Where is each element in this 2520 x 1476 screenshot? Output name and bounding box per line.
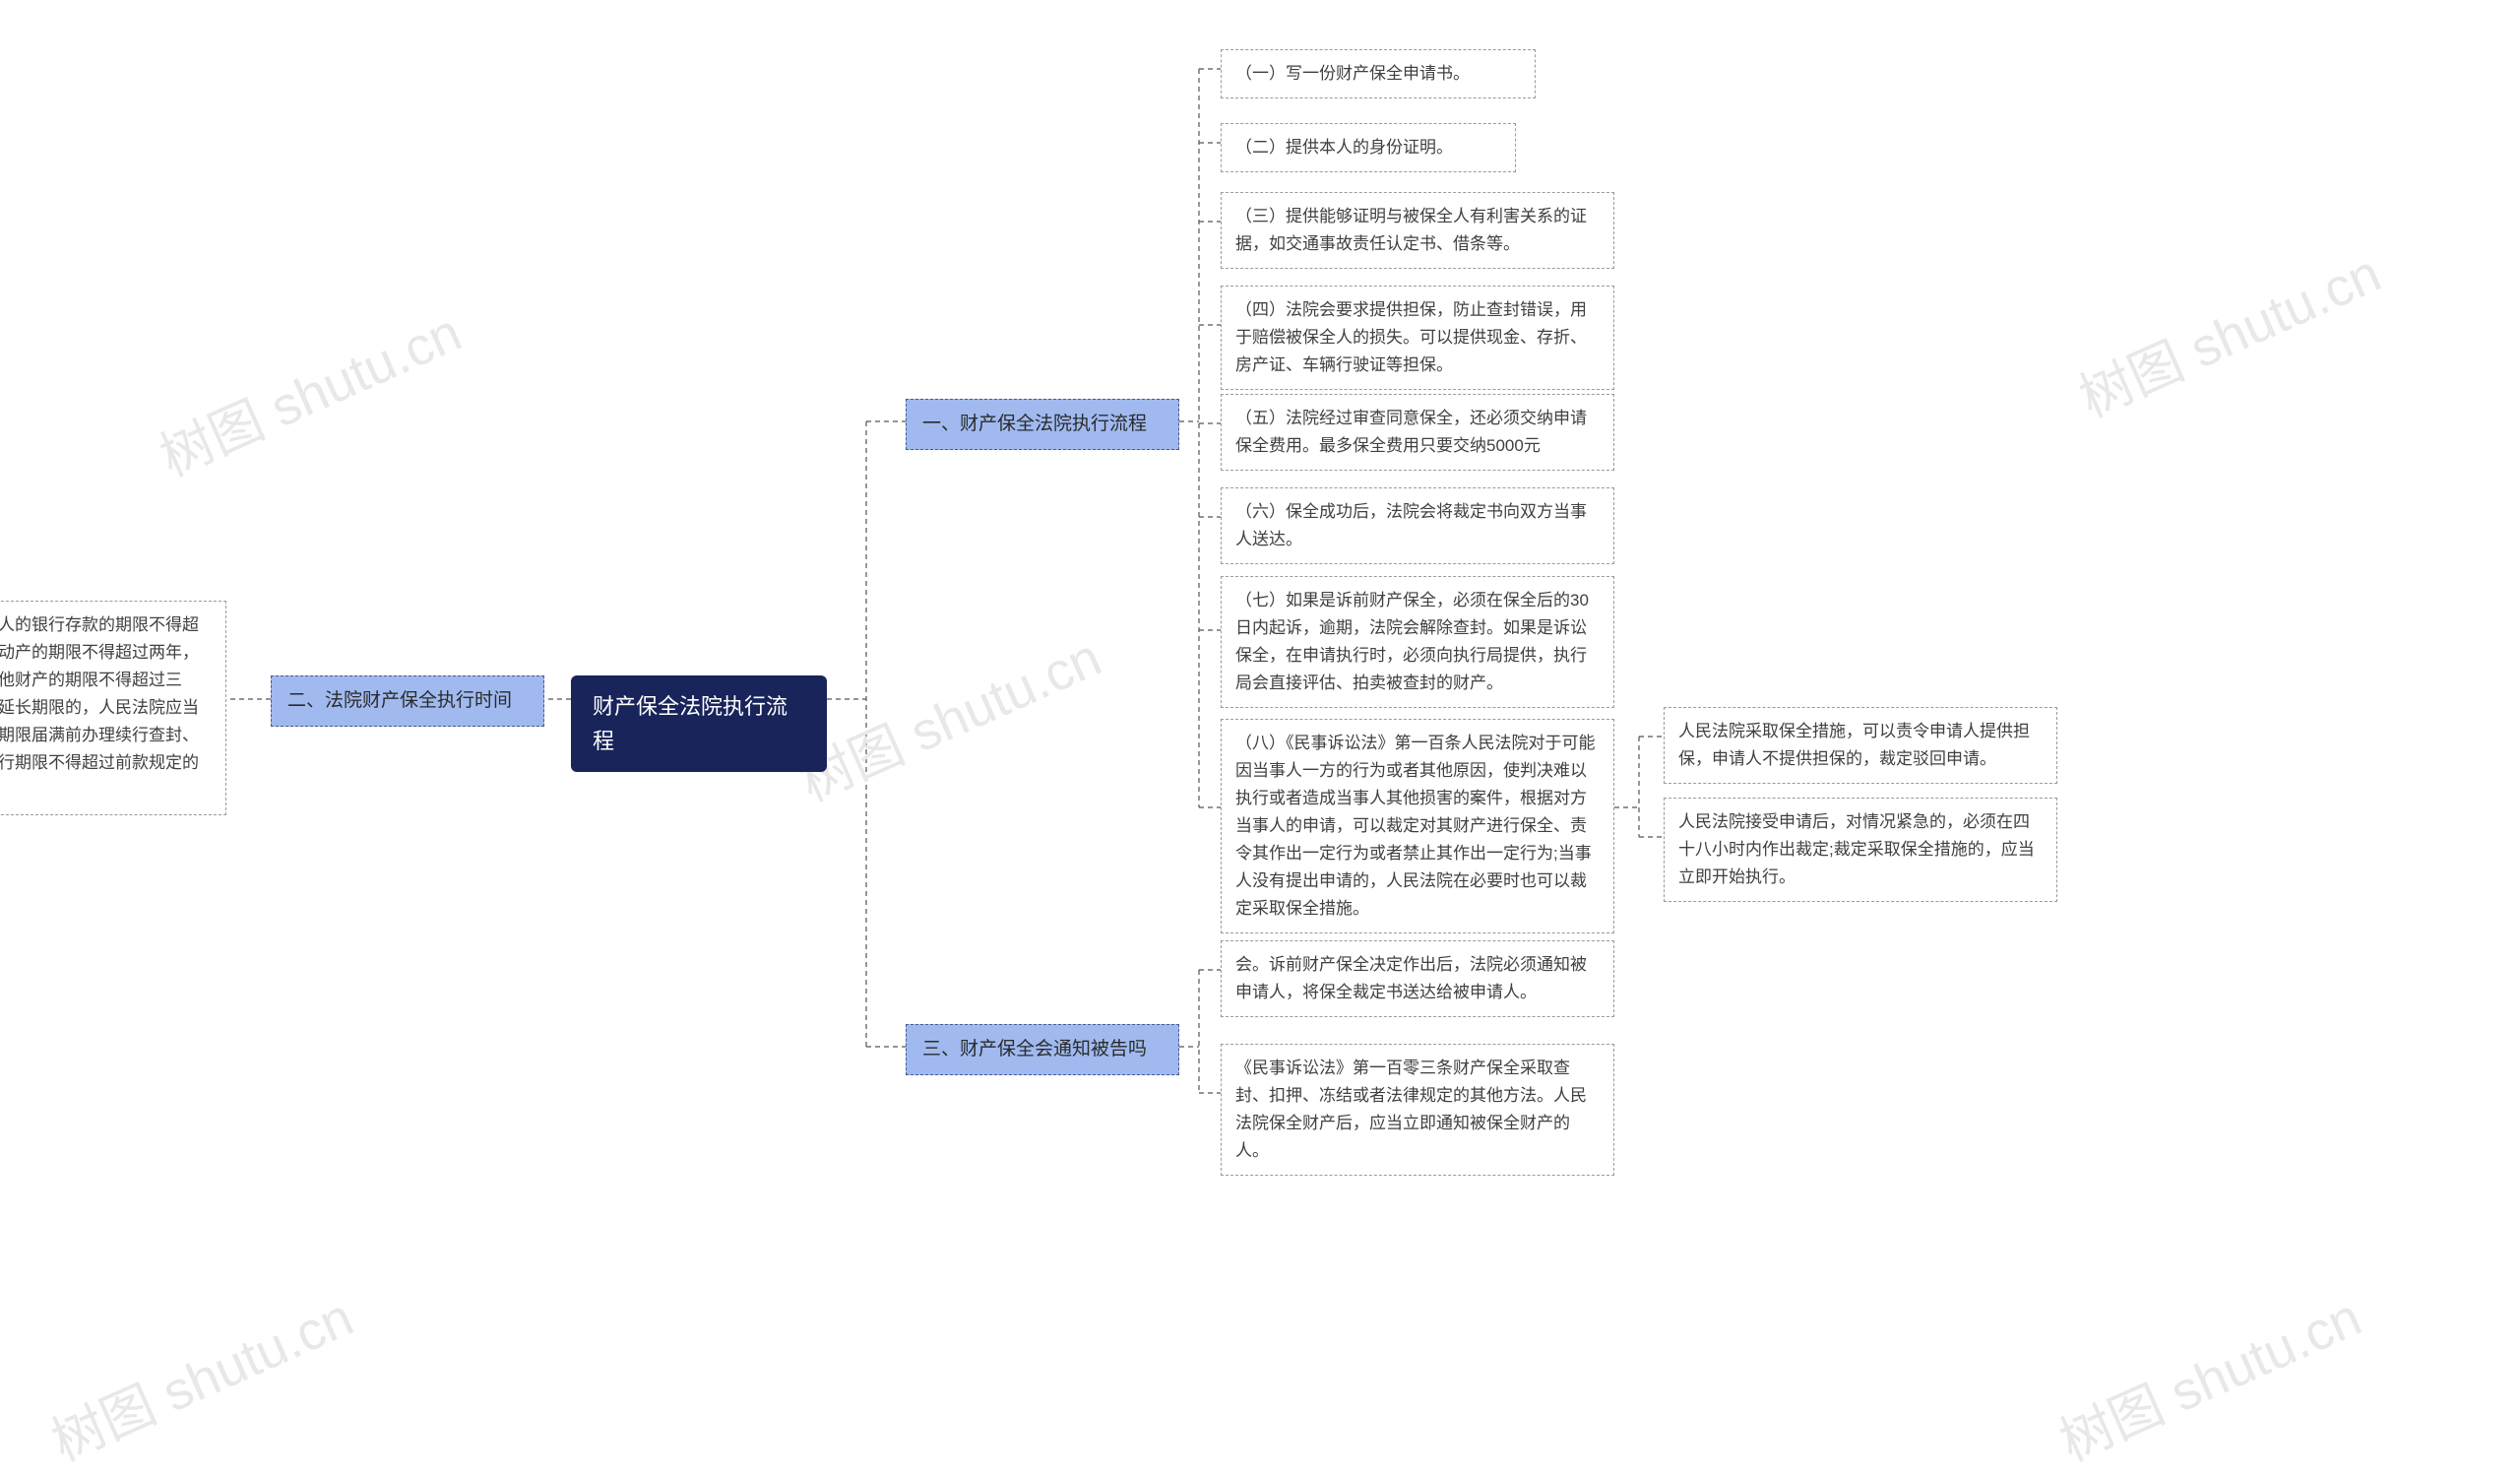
leaf-node[interactable]: 人民法院冻结被执行人的银行存款的期限不得超过一年，查封、扣押动产的期限不得超过两… (0, 601, 226, 815)
leaf-node[interactable]: 《民事诉讼法》第一百零三条财产保全采取查封、扣押、冻结或者法律规定的其他方法。人… (1221, 1044, 1614, 1176)
leaf-node[interactable]: （七）如果是诉前财产保全，必须在保全后的30日内起诉，逾期，法院会解除查封。如果… (1221, 576, 1614, 708)
mindmap-canvas: 树图 shutu.cn树图 shutu.cn树图 shutu.cn树图 shut… (0, 0, 2520, 1435)
leaf-node[interactable]: （五）法院经过审查同意保全，还必须交纳申请保全费用。最多保全费用只要交纳5000… (1221, 394, 1614, 471)
watermark: 树图 shutu.cn (37, 1274, 363, 1476)
watermark: 树图 shutu.cn (146, 289, 472, 491)
watermark: 树图 shutu.cn (2065, 230, 2391, 432)
leaf-node[interactable]: （八）《民事诉讼法》第一百条人民法院对于可能因当事人一方的行为或者其他原因，使判… (1221, 719, 1614, 933)
leaf-node[interactable]: （六）保全成功后，法院会将裁定书向双方当事人送达。 (1221, 487, 1614, 564)
leaf-node[interactable]: （四）法院会要求提供担保，防止查封错误，用于赔偿被保全人的损失。可以提供现金、存… (1221, 286, 1614, 390)
leaf-node[interactable]: （二）提供本人的身份证明。 (1221, 123, 1516, 172)
leaf-node[interactable]: 人民法院采取保全措施，可以责令申请人提供担保，申请人不提供担保的，裁定驳回申请。 (1664, 707, 2057, 784)
branch-node[interactable]: 一、财产保全法院执行流程 (906, 399, 1179, 450)
root-node[interactable]: 财产保全法院执行流程 (571, 675, 827, 772)
leaf-node[interactable]: （三）提供能够证明与被保全人有利害关系的证据，如交通事故责任认定书、借条等。 (1221, 192, 1614, 269)
watermark: 树图 shutu.cn (786, 614, 1111, 816)
leaf-node[interactable]: （一）写一份财产保全申请书。 (1221, 49, 1536, 98)
branch-node[interactable]: 二、法院财产保全执行时间 (271, 675, 544, 727)
watermark: 树图 shutu.cn (2046, 1274, 2371, 1476)
branch-node[interactable]: 三、财产保全会通知被告吗 (906, 1024, 1179, 1075)
leaf-node[interactable]: 会。诉前财产保全决定作出后，法院必须通知被申请人，将保全裁定书送达给被申请人。 (1221, 940, 1614, 1017)
leaf-node[interactable]: 人民法院接受申请后，对情况紧急的，必须在四十八小时内作出裁定;裁定采取保全措施的… (1664, 798, 2057, 902)
